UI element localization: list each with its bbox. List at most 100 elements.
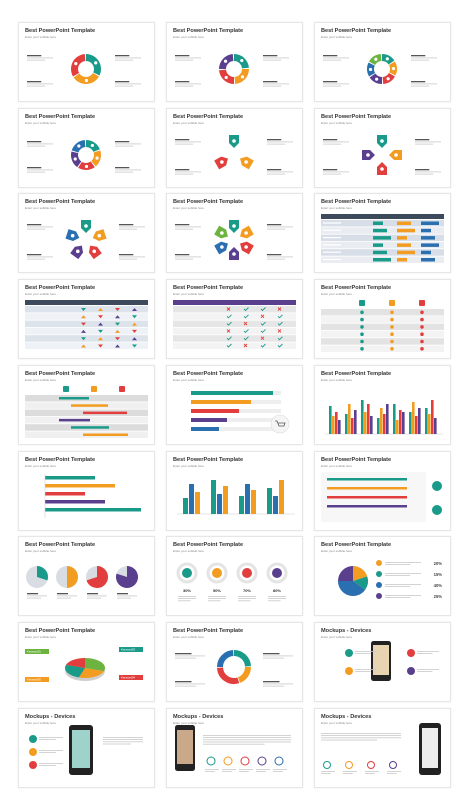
table-row: [321, 338, 444, 345]
slide-thumbnail[interactable]: Mockups - Devices Enter your subtitle her…: [314, 707, 451, 788]
feature-icon: [345, 760, 353, 769]
status-dot: [420, 317, 424, 322]
slide-thumbnail[interactable]: Mockups - Devices Enter your subtitle her…: [18, 707, 155, 788]
slide-thumbnail[interactable]: 20% 15% 40% 25% Best PowerPoint Template Ente…: [314, 536, 451, 617]
caption-title: [27, 81, 42, 83]
slide-thumbnail[interactable]: Best PowerPoint Template Enter your subti…: [314, 107, 451, 188]
vbar: [428, 413, 431, 434]
caption-line: [417, 671, 433, 672]
slide-thumbnail[interactable]: Best PowerPoint Template Enter your subti…: [166, 193, 303, 274]
status-dot: [390, 347, 394, 351]
caption-line: [27, 597, 41, 599]
caption-title: [115, 55, 130, 57]
slide-thumbnail[interactable]: Best PowerPoint Template Enter your subti…: [166, 107, 303, 188]
caption-line: [175, 59, 194, 61]
caption-line: [39, 749, 63, 751]
table-bar: [421, 229, 431, 233]
donut-icon: [242, 568, 252, 579]
status-dot: [360, 325, 364, 329]
slide-title: Best PowerPoint Template: [25, 199, 96, 206]
slide-graphic: [321, 300, 444, 353]
caption-line: [27, 57, 53, 59]
slide-subtitle: Enter your subtitle here: [25, 206, 57, 211]
slide-thumbnail[interactable]: Best PowerPoint Template Enter your subti…: [18, 279, 155, 360]
caption-title: [267, 254, 282, 256]
slide-thumbnail[interactable]: Best PowerPoint Template Enter your subti…: [18, 193, 155, 274]
donut-segment: [217, 667, 240, 684]
caption-line: [256, 770, 266, 772]
slide-thumbnail[interactable]: Best PowerPoint Template Enter your subti…: [18, 450, 155, 531]
caption-line: [321, 770, 335, 772]
caption-line: [39, 738, 56, 740]
slide-subtitle: Enter your subtitle here: [321, 720, 353, 725]
table-row: [25, 320, 148, 328]
slide-thumbnail[interactable]: Best PowerPoint Template Enter your subti…: [18, 536, 155, 617]
slide-thumbnail[interactable]: Best PowerPoint Template Enter your subti…: [314, 364, 451, 445]
slide-title: Mockups - Devices: [173, 713, 224, 720]
feature-icon: [407, 666, 415, 675]
cross-icon: [260, 314, 265, 319]
table-bar: [373, 229, 387, 233]
progress-bar: [327, 477, 407, 480]
vbar: [364, 411, 367, 434]
status-dot: [360, 332, 364, 337]
caption-line: [27, 256, 53, 258]
caption-line: [411, 83, 437, 85]
slide-subtitle: Enter your subtitle here: [25, 463, 57, 468]
column-icon: [359, 300, 365, 307]
slide-thumbnail[interactable]: Best PowerPoint Template Enter your subti…: [314, 279, 451, 360]
caption-title: [175, 680, 192, 683]
legend-icon: [376, 571, 382, 578]
star-icon: [374, 57, 378, 61]
phone-screen: [177, 729, 193, 764]
caption-line: [87, 597, 101, 599]
slide-thumbnail[interactable]: Best PowerPoint Template Enter your subti…: [314, 450, 451, 531]
slide-thumbnail[interactable]: Best PowerPoint Template Enter your subti…: [166, 450, 303, 531]
slide-thumbnail[interactable]: Best PowerPoint Template Enter your subti…: [314, 193, 451, 274]
feature-icon: [223, 756, 233, 766]
slide-graphic: [175, 220, 293, 261]
slide-thumbnail[interactable]: Best PowerPoint Template Enter your subti…: [18, 107, 155, 188]
slide-subtitle: Enter your subtitle here: [25, 377, 57, 382]
table-row: [321, 345, 444, 353]
feature-icon: [29, 747, 37, 756]
table-bar: [421, 243, 439, 248]
check-icon: [260, 321, 266, 326]
slide-title: Best PowerPoint Template: [25, 113, 96, 120]
gantt-bar: [59, 418, 90, 422]
slide-thumbnail[interactable]: Best PowerPoint Template Enter your subti…: [166, 364, 303, 445]
slide-thumbnail[interactable]: Mockups - Devices Enter your subtitle her…: [166, 707, 303, 788]
slide-thumbnail[interactable]: Mockups - Devices Enter your subtitle her…: [314, 621, 451, 702]
row-label: [323, 222, 341, 224]
slide-thumbnail[interactable]: 30% 50% 70% 80% Best PowerPoint Template Ente…: [166, 536, 303, 617]
table-bar: [397, 251, 415, 255]
vbar: [279, 479, 284, 514]
caption-line: [417, 668, 439, 670]
donut-icon: [182, 568, 192, 579]
arrow-down-icon: [98, 329, 103, 333]
table-row: [173, 320, 296, 328]
legend-icon: [376, 560, 382, 567]
caption-line: [117, 595, 137, 597]
slide-thumbnail[interactable]: Best PowerPoint Template Enter your subti…: [166, 22, 303, 102]
phone-screen: [373, 644, 389, 675]
caption-line: [203, 738, 291, 740]
leaf-icon: [94, 61, 98, 65]
slide-subtitle: Enter your subtitle here: [173, 292, 205, 297]
caption-line: [385, 573, 421, 574]
slide-thumbnail[interactable]: Keyword01 Keyword02 Keyword03 Keyword04 Best…: [18, 621, 155, 702]
check-icon: [260, 307, 266, 312]
caption-line: [411, 57, 437, 59]
slide-thumbnail[interactable]: Best PowerPoint Template Enter your subti…: [166, 621, 303, 702]
caption-line: [239, 770, 249, 772]
slide-title: Best PowerPoint Template: [321, 28, 392, 34]
vbar: [418, 407, 421, 434]
caption-title: [267, 168, 282, 170]
slide-thumbnail[interactable]: Best PowerPoint Template Enter your subti…: [18, 364, 155, 445]
caption-title: [87, 593, 98, 595]
gear-icon: [84, 78, 89, 83]
slide-thumbnail[interactable]: Best PowerPoint Template Enter your subti…: [18, 22, 155, 102]
slide-thumbnail[interactable]: Best PowerPoint Template Enter your subti…: [166, 279, 303, 360]
slide-thumbnail[interactable]: Best PowerPoint Template Enter your subti…: [314, 22, 451, 102]
check-icon: [260, 329, 266, 334]
